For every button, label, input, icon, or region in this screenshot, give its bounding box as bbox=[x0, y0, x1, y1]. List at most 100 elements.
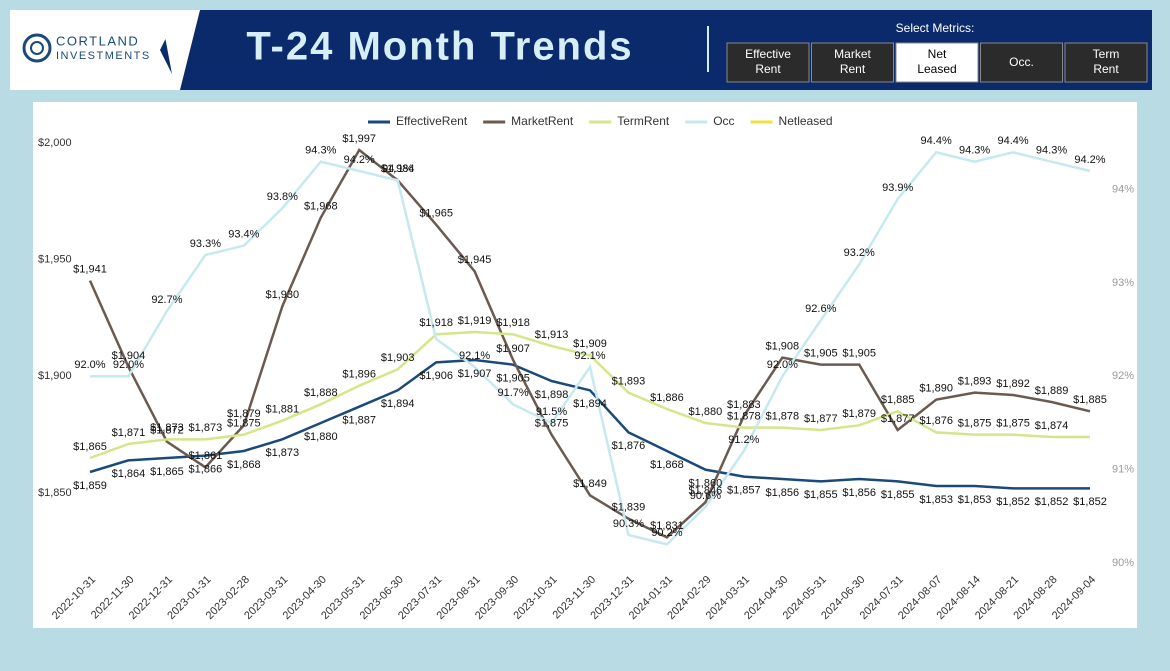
data-label: $1,984 bbox=[381, 163, 415, 175]
data-label: $1,883 bbox=[727, 399, 761, 411]
button-box[interactable] bbox=[726, 42, 810, 83]
data-label: $1,866 bbox=[189, 464, 223, 476]
y2-tick-label: 91% bbox=[1112, 464, 1134, 476]
data-label: $1,857 bbox=[727, 485, 761, 497]
data-label: $1,853 bbox=[919, 494, 953, 506]
y2-tick-label: 93% bbox=[1112, 277, 1134, 289]
data-label: 92.1% bbox=[459, 350, 490, 362]
data-label: $1,905 bbox=[804, 348, 838, 360]
data-label: $1,878 bbox=[765, 411, 799, 423]
data-label: 90.3% bbox=[613, 518, 644, 530]
button-label[interactable]: Net Leased bbox=[917, 47, 956, 76]
data-label: $1,868 bbox=[227, 459, 261, 471]
data-label: $1,879 bbox=[842, 408, 876, 420]
data-label: $1,880 bbox=[689, 406, 723, 418]
logo-bg bbox=[10, 10, 180, 90]
data-label: $1,890 bbox=[919, 383, 953, 395]
data-label: $1,873 bbox=[265, 447, 299, 459]
data-label: $1,889 bbox=[1035, 385, 1069, 397]
data-label: 94.3% bbox=[305, 145, 336, 157]
y-tick-label: $2,000 bbox=[38, 137, 72, 149]
data-label: 94.3% bbox=[959, 145, 990, 157]
legend-label: MarketRent bbox=[511, 114, 574, 128]
button-label[interactable]: Term Rent bbox=[1093, 47, 1120, 76]
data-label: $1,874 bbox=[1035, 420, 1069, 432]
series-line bbox=[89, 330, 1090, 460]
button-box[interactable] bbox=[811, 42, 894, 83]
data-label: $1,855 bbox=[881, 489, 915, 501]
data-label: 94.2% bbox=[344, 154, 375, 166]
metric-button[interactable]: Occ. bbox=[980, 42, 1063, 83]
data-label: 93.4% bbox=[228, 229, 259, 241]
legend-label: Netleased bbox=[779, 114, 833, 128]
data-label: $1,909 bbox=[573, 338, 607, 350]
data-label: $1,872 bbox=[150, 425, 184, 437]
series-line bbox=[90, 150, 1091, 546]
data-label: 91.7% bbox=[497, 387, 528, 399]
y2-tick-label: 90% bbox=[1112, 557, 1134, 569]
metric-button[interactable]: Effective Rent bbox=[726, 42, 810, 83]
data-label: $1,852 bbox=[1073, 496, 1107, 508]
data-label: $1,873 bbox=[189, 422, 223, 434]
data-label: 93.9% bbox=[882, 182, 913, 194]
data-label: 94.4% bbox=[997, 135, 1028, 147]
button-label[interactable]: Occ. bbox=[1009, 55, 1034, 69]
data-label: $1,879 bbox=[227, 408, 261, 420]
legend-label: Occ bbox=[713, 114, 734, 128]
data-label: $1,875 bbox=[996, 418, 1030, 430]
data-label: $1,886 bbox=[650, 392, 684, 404]
data-label: $1,849 bbox=[573, 478, 607, 490]
data-label: 94.3% bbox=[1036, 145, 1067, 157]
data-label: $1,887 bbox=[342, 415, 376, 427]
data-label: $1,918 bbox=[419, 317, 453, 329]
data-label: $1,852 bbox=[996, 496, 1030, 508]
data-label: $1,906 bbox=[419, 370, 453, 382]
data-label: 94.2% bbox=[1074, 154, 1105, 166]
metric-button[interactable]: Market Rent bbox=[811, 42, 894, 83]
data-label: $1,888 bbox=[304, 387, 338, 399]
data-label: $1,859 bbox=[73, 480, 107, 492]
data-label: $1,893 bbox=[958, 376, 992, 388]
data-label: 93.8% bbox=[267, 191, 298, 203]
data-label: $1,831 bbox=[650, 520, 684, 532]
data-label: $1,913 bbox=[535, 329, 569, 341]
button-box[interactable] bbox=[1064, 42, 1148, 83]
data-label: $1,865 bbox=[73, 441, 107, 453]
data-label: $1,875 bbox=[958, 418, 992, 430]
data-label: 91.5% bbox=[536, 406, 567, 418]
button-label[interactable]: Effective Rent bbox=[745, 47, 791, 76]
data-label: 92.1% bbox=[574, 350, 605, 362]
legend-label: TermRent bbox=[617, 114, 670, 128]
button-label[interactable]: Market Rent bbox=[834, 47, 871, 76]
data-label: $1,880 bbox=[304, 431, 338, 443]
data-label: $1,876 bbox=[919, 415, 953, 427]
data-label: $1,852 bbox=[1035, 496, 1069, 508]
metric-button[interactable]: Net Leased bbox=[895, 42, 979, 83]
logo-mark bbox=[22, 33, 52, 63]
y-tick-label: $1,900 bbox=[38, 370, 72, 382]
data-label: $1,839 bbox=[612, 502, 646, 514]
button-box[interactable] bbox=[895, 42, 979, 83]
data-label: 92.0% bbox=[767, 359, 798, 371]
data-label: $1,941 bbox=[73, 264, 107, 276]
data-label: $1,907 bbox=[458, 368, 492, 380]
data-label: $1,997 bbox=[342, 133, 376, 145]
data-label: $1,894 bbox=[573, 398, 607, 410]
data-label: $1,873 bbox=[150, 422, 184, 434]
legend-label: EffectiveRent bbox=[396, 114, 468, 128]
button-box[interactable] bbox=[980, 42, 1063, 83]
header-notch bbox=[160, 10, 200, 90]
data-label: $1,853 bbox=[958, 494, 992, 506]
data-label: $1,904 bbox=[112, 350, 146, 362]
data-label: $1,860 bbox=[689, 478, 723, 490]
data-label: $1,885 bbox=[1073, 394, 1107, 406]
data-label: $1,876 bbox=[612, 440, 646, 452]
data-label: $1,846 bbox=[689, 485, 723, 497]
metric-button[interactable]: Term Rent bbox=[1064, 42, 1148, 83]
data-label: $1,918 bbox=[496, 317, 530, 329]
series-line bbox=[88, 148, 1091, 539]
data-label: $1,898 bbox=[535, 389, 569, 401]
y2-tick-label: 92% bbox=[1112, 370, 1134, 382]
series-line bbox=[89, 358, 1090, 490]
